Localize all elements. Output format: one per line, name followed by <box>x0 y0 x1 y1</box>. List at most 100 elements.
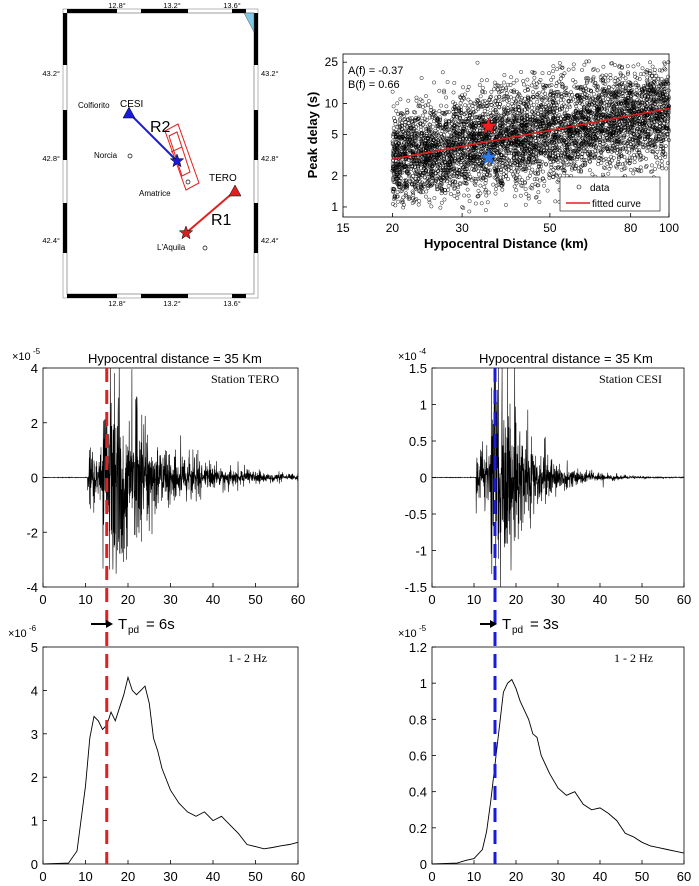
panel-tero-env-xtick-label-4: 40 <box>206 869 220 884</box>
panel-cesi-env-ytick-label-6: 0 <box>420 857 427 872</box>
panel-cesi-ytick-label-6: -1.5 <box>405 580 427 595</box>
scatter-ytick-label-2: 5 <box>331 128 338 142</box>
lon-tick-bottom-1: 12.8° <box>108 299 126 308</box>
panel-tero-tpd-sub: pd <box>128 625 139 636</box>
panel-cesi-ytick-label-3: 0 <box>420 471 427 486</box>
map-frame <box>66 12 255 295</box>
panel-tero-exp: -5 <box>33 347 41 356</box>
panel-cesi-ytick-label-0: 1.5 <box>409 361 427 376</box>
tpd-arrow-tero <box>91 620 113 628</box>
panel-tero-station: Station TERO <box>211 372 279 386</box>
panel-tero-env-ytick-label-4: 1 <box>31 814 38 829</box>
panel-tero-band: 1 - 2 Hz <box>228 651 267 665</box>
town-dot-norcia <box>127 153 133 159</box>
panel-tero-xtick-label-6: 60 <box>291 592 305 607</box>
lat-tick-left-2: 42.8° <box>42 154 60 163</box>
lat-tick-left-3: 42.4° <box>42 236 60 245</box>
panel-cesi-xtick-label-2: 20 <box>509 592 523 607</box>
town-dot-amatrice <box>185 179 191 185</box>
lat-tick-right-3: 42.4° <box>261 236 279 245</box>
panel-cesi: 1.510.50-0.5-1-1.50 10 20 30 40 50 601.210.80.… <box>405 361 692 884</box>
scatter-xlabel: Hypocentral Distance (km) <box>424 236 588 251</box>
panel-tero-xtick-label-0: 0 <box>39 592 46 607</box>
lon-tick-bottom-3: 13.6° <box>223 299 241 308</box>
panel-cesi-tpd: T <box>502 616 511 633</box>
legend-data-label: data <box>590 183 610 194</box>
epicenter-star-aquila <box>178 225 194 240</box>
panel-cesi-env-xtick-label-0: 0 <box>428 869 435 884</box>
town-colfiorito: Colfiorito <box>78 101 110 110</box>
panel-tero-tpd-value: = 6s <box>146 616 175 633</box>
panel-tero-title: Hypocentral distance = 35 Km <box>88 351 262 366</box>
scatter-ytick-label-0: 1 <box>331 200 338 214</box>
panel-cesi-env-ytick-label-5: 0.2 <box>409 821 427 836</box>
panel-tero-xtick-label-2: 20 <box>121 592 135 607</box>
lat-tick-right-2: 42.8° <box>261 154 279 163</box>
panel-tero-ytick-label-2: 0 <box>31 471 38 486</box>
panel-cesi-env-xtick-label-3: 30 <box>551 869 565 884</box>
panel-tero-xtick-label-1: 10 <box>78 592 92 607</box>
panel-tero-env-exp: -6 <box>29 624 37 633</box>
scatter-ylabel: Peak delay (s) <box>305 92 320 179</box>
panel-tero-env-exp-base: ×10 <box>8 628 27 640</box>
panel-cesi-env-xtick-label-1: 10 <box>467 869 481 884</box>
panel-tero-env-ytick-label-1: 4 <box>31 683 38 698</box>
panel-cesi-ytick-label-2: 0.5 <box>409 434 427 449</box>
panel-cesi-env-xtick-label-6: 60 <box>677 869 691 884</box>
panel-tero-exp-base: ×10 <box>12 351 31 363</box>
panel-cesi-band: 1 - 2 Hz <box>614 651 653 665</box>
panel-cesi-envelope-trace <box>431 678 685 865</box>
lon-tick-top-3: 13.6° <box>223 1 241 10</box>
panel-cesi-station: Station CESI <box>599 372 662 386</box>
panel-cesi-env-ytick-label-0: 1.2 <box>409 640 427 655</box>
town-norcia: Norcia <box>94 151 118 160</box>
panel-cesi-xtick-label-4: 40 <box>593 592 607 607</box>
panel-tero-ytick-label-0: 4 <box>31 361 38 376</box>
panel-tero-ytick-label-3: -2 <box>26 525 38 540</box>
scatter-xtick-label-0: 15 <box>336 221 350 235</box>
scatter-xtick-label-1: 20 <box>386 221 400 235</box>
panel-tero-ytick-label-4: -4 <box>26 580 38 595</box>
panel-tero-xtick-label-4: 40 <box>206 592 220 607</box>
panel-tero-xtick-label-3: 30 <box>163 592 177 607</box>
panel-cesi-tpd-sub: pd <box>512 625 523 636</box>
map-frame-bars <box>63 9 258 298</box>
panel-tero-env-ytick-label-2: 3 <box>31 727 38 742</box>
scatter-ytick-label-4: 25 <box>325 55 339 69</box>
panel-cesi-env-exp: -5 <box>419 624 427 633</box>
panel-tero-ytick-label-1: 2 <box>31 416 38 431</box>
panel-tero-xtick-label-5: 50 <box>248 592 262 607</box>
path-r1-label: R1 <box>211 212 232 229</box>
scatter-xtick-label-4: 80 <box>624 221 638 235</box>
station-cesi-label: CESI <box>120 99 143 110</box>
panel-cesi-env-ytick-label-2: 0.8 <box>409 712 427 727</box>
panel-tero-env-ytick-label-5: 0 <box>31 857 38 872</box>
path-r1 <box>185 190 236 234</box>
panel-tero-env-xtick-label-1: 10 <box>78 869 92 884</box>
scatter-xtick-label-5: 100 <box>659 221 679 235</box>
town-amatrice: Amatrice <box>139 189 171 198</box>
panel-cesi-xtick-label-6: 60 <box>677 592 691 607</box>
panel-tero-envelope-trace <box>42 675 299 865</box>
panel-cesi-env-xtick-label-2: 20 <box>509 869 523 884</box>
param-b-label: B(f) = 0.66 <box>348 79 400 91</box>
panel-cesi-xtick-label-0: 0 <box>428 592 435 607</box>
town-aquila: L'Aquila <box>157 243 186 252</box>
panel-tero-seismogram-trace <box>42 367 299 574</box>
panel-tero-env-xtick-label-5: 50 <box>248 869 262 884</box>
panel-cesi-tpd-value: = 3s <box>530 616 559 633</box>
lat-tick-left-1: 43.2° <box>42 69 60 78</box>
lon-tick-top-1: 12.8° <box>108 1 126 10</box>
panel-cesi-xtick-label-1: 10 <box>467 592 481 607</box>
panel-cesi-exp-base: ×10 <box>398 351 417 363</box>
station-tero-marker <box>228 184 242 197</box>
panel-cesi-env-xtick-label-5: 50 <box>635 869 649 884</box>
panel-tero-env-xtick-label-6: 60 <box>291 869 305 884</box>
panel-tero-env-xtick-label-0: 0 <box>39 869 46 884</box>
panel-cesi-seismogram-trace <box>431 367 685 588</box>
panel-tero-tpd: T <box>118 616 127 633</box>
panel-cesi-exp: -4 <box>419 347 427 356</box>
